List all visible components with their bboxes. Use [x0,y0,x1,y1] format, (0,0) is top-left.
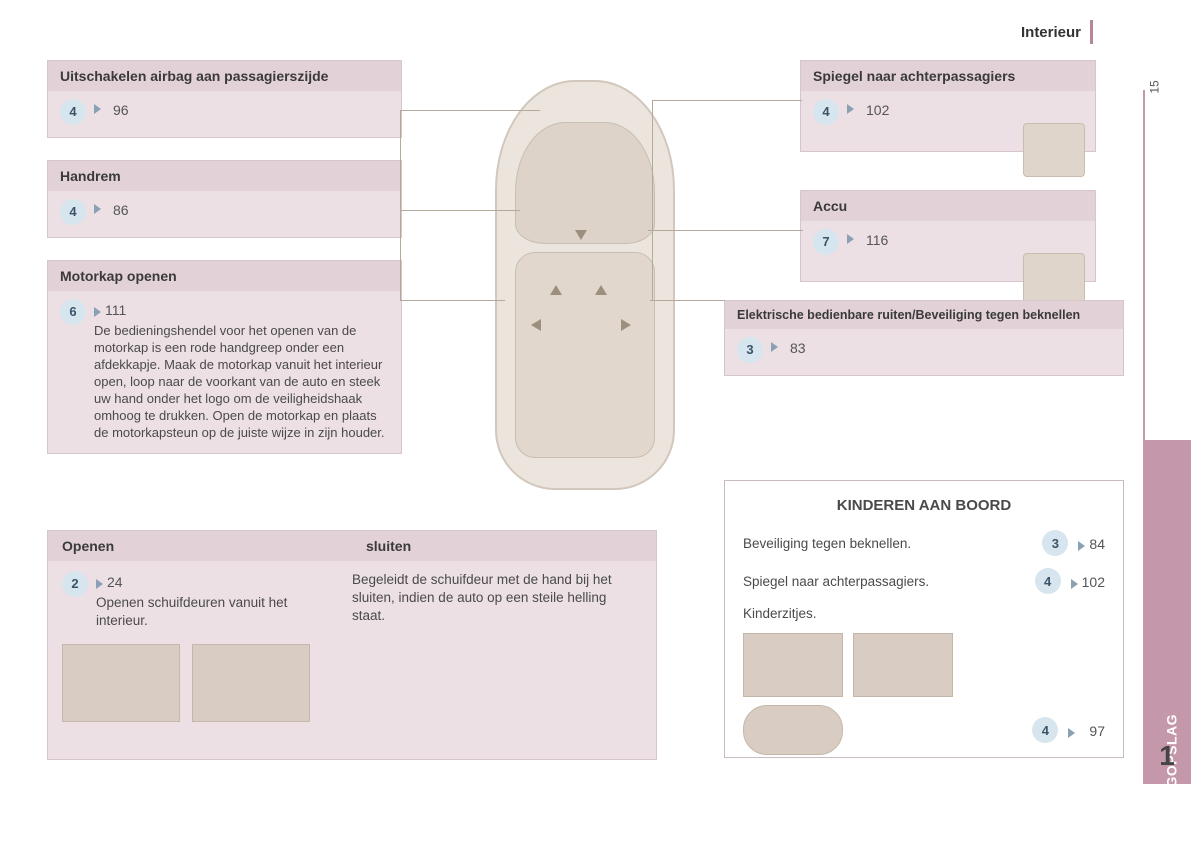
triangle-icon [847,234,854,244]
box-ruiten: Elektrische bedienbare ruiten/Beveiligin… [724,300,1124,376]
page-ref: 111 [105,301,126,319]
chapter-badge: 7 [813,229,839,255]
box-accu: Accu 7 116 [800,190,1096,282]
diagram-arrow [550,285,562,295]
kinderen-row-label: Beveiliging tegen beknellen. [743,536,1032,551]
triangle-icon [1071,579,1078,589]
box-handrem: Handrem 4 86 [47,160,402,238]
page-ref: 97 [1089,723,1105,739]
box-kinderen: KINDEREN AAN BOORD Beveiliging tegen bek… [724,480,1124,758]
connector-line [650,300,725,301]
page-ref: 84 [1089,536,1105,552]
page-ref: 116 [866,231,888,249]
kinderen-row: Spiegel naar achterpassagiers. 4 102 [743,568,1105,594]
kinderen-row: Kinderzitjes. [743,606,1105,621]
thumbnail-childseat [743,633,843,697]
page-ref: 86 [113,201,129,219]
connector-line [400,110,540,111]
chapter-badge: 4 [60,99,86,125]
triangle-icon [771,342,778,352]
thumbnail-car-side [743,705,843,755]
close-text: Begeleidt de schuifdeur met de hand bij … [352,571,624,626]
triangle-icon [96,579,103,589]
chapter-badge: 4 [1032,717,1058,743]
close-header: sluiten [352,531,656,561]
triangle-icon [1078,541,1085,551]
connector-line [400,210,520,211]
connector-line [400,300,505,301]
chapter-badge: 4 [60,199,86,225]
kinderen-title: KINDEREN AAN BOORD [743,497,1105,514]
car-body-shape [495,80,675,490]
section-tab-label: IN EEN OOGOPSLAG [1163,714,1179,864]
connector-line [400,110,401,300]
box-handrem-title: Handrem [48,161,401,191]
car-top-diagram [470,70,700,510]
thumbnail-remote [192,644,310,722]
triangle-icon [94,204,101,214]
diagram-arrow [595,285,607,295]
chapter-badge: 2 [62,571,88,597]
connector-line [652,100,802,101]
page-header: Interieur [1021,24,1081,41]
page-ref: 96 [113,101,129,119]
page-ref: 24 [107,573,123,592]
open-text: Openen schuifdeuren vanuit het interieur… [96,594,334,630]
diagram-arrow [621,319,631,331]
side-border [1143,90,1145,440]
diagram-arrow [575,230,587,240]
chapter-badge: 4 [1035,568,1061,594]
triangle-icon [94,104,101,114]
box-airbag: Uitschakelen airbag aan passagierszijde … [47,60,402,138]
page-number: 15 [1147,80,1161,93]
section-tab-number: 1 [1143,740,1191,772]
thumbnail-accu [1023,253,1085,307]
box-accu-title: Accu [801,191,1095,221]
box-motorkap-text: De bedieningshendel voor het openen van … [94,323,389,441]
chapter-badge: 3 [1042,530,1068,556]
box-motorkap-title: Motorkap openen [48,261,401,291]
box-spiegel: Spiegel naar achterpassagiers 4 102 [800,60,1096,152]
triangle-icon [847,104,854,114]
page-ref: 83 [790,339,806,357]
box-airbag-title: Uitschakelen airbag aan passagierszijde [48,61,401,91]
kinderen-row-label: Spiegel naar achterpassagiers. [743,574,1025,589]
thumbnail-childseat [853,633,953,697]
thumbnail-buttons [62,644,180,722]
thumbnail-spiegel [1023,123,1085,177]
section-tab: IN EEN OOGOPSLAG 1 [1143,440,1191,784]
triangle-icon [94,307,101,317]
chapter-badge: 4 [813,99,839,125]
chapter-badge: 3 [737,337,763,363]
triangle-icon [1068,728,1075,738]
box-motorkap: Motorkap openen 6 111 De bedieningshende… [47,260,402,454]
box-spiegel-title: Spiegel naar achterpassagiers [801,61,1095,91]
diagram-arrow [531,319,541,331]
page-ref: 102 [1082,574,1105,590]
connector-line [652,100,653,300]
kinderen-row: Beveiliging tegen beknellen. 3 84 [743,530,1105,556]
kinderen-row-label: Kinderzitjes. [743,606,1105,621]
page-ref: 102 [866,101,889,119]
box-open-close: Openen sluiten 2 24 Openen schuifdeuren … [47,530,657,760]
open-header: Openen [48,531,352,561]
chapter-badge: 6 [60,299,86,325]
connector-line [648,230,803,231]
box-ruiten-title: Elektrische bedienbare ruiten/Beveiligin… [725,301,1123,329]
